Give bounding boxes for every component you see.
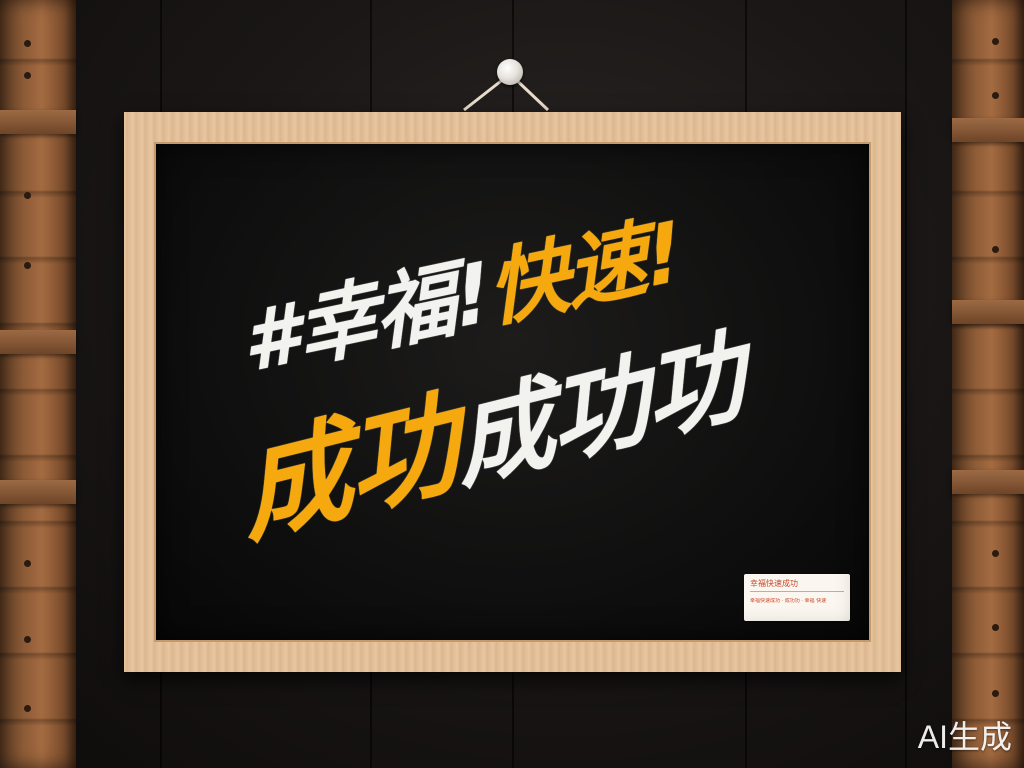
board-text-yellow-2: 成功 (232, 377, 465, 561)
wall-plank-seam (905, 0, 907, 768)
post-hole (992, 38, 999, 45)
post-band (0, 330, 76, 354)
left-wooden-post (0, 0, 76, 768)
post-hole (992, 246, 999, 253)
nail-pin-icon (497, 59, 523, 85)
right-wooden-post (952, 0, 1024, 768)
sticker-subtitle: 幸福快速成功 · 成功功 · 幸福 快速 (750, 598, 827, 604)
post-hole (992, 92, 999, 99)
post-hole (24, 560, 31, 567)
post-hole (24, 40, 31, 47)
post-band (952, 470, 1024, 494)
post-hole (992, 550, 999, 557)
wooden-frame: #幸福!快速! 成功成功功 幸福快速成功 幸福快速成功 · 成功功 · 幸福 快… (124, 112, 901, 672)
post-hole (992, 624, 999, 631)
sticker-divider (750, 591, 844, 592)
chalkboard: #幸福!快速! 成功成功功 幸福快速成功 幸福快速成功 · 成功功 · 幸福 快… (154, 142, 871, 642)
post-band (0, 480, 76, 504)
label-sticker: 幸福快速成功 幸福快速成功 · 成功功 · 幸福 快速 (744, 574, 850, 621)
post-hole (24, 262, 31, 269)
post-hole (24, 636, 31, 643)
post-hole (24, 192, 31, 199)
board-text-white-2: 成功功 (447, 316, 750, 504)
post-band (952, 300, 1024, 324)
post-hole (992, 690, 999, 697)
post-hole (24, 72, 31, 79)
post-band (0, 110, 76, 134)
post-hole (24, 705, 31, 712)
sticker-title: 幸福快速成功 (750, 579, 798, 588)
ai-generated-watermark: AI生成 (917, 719, 1012, 755)
post-band (952, 118, 1024, 142)
